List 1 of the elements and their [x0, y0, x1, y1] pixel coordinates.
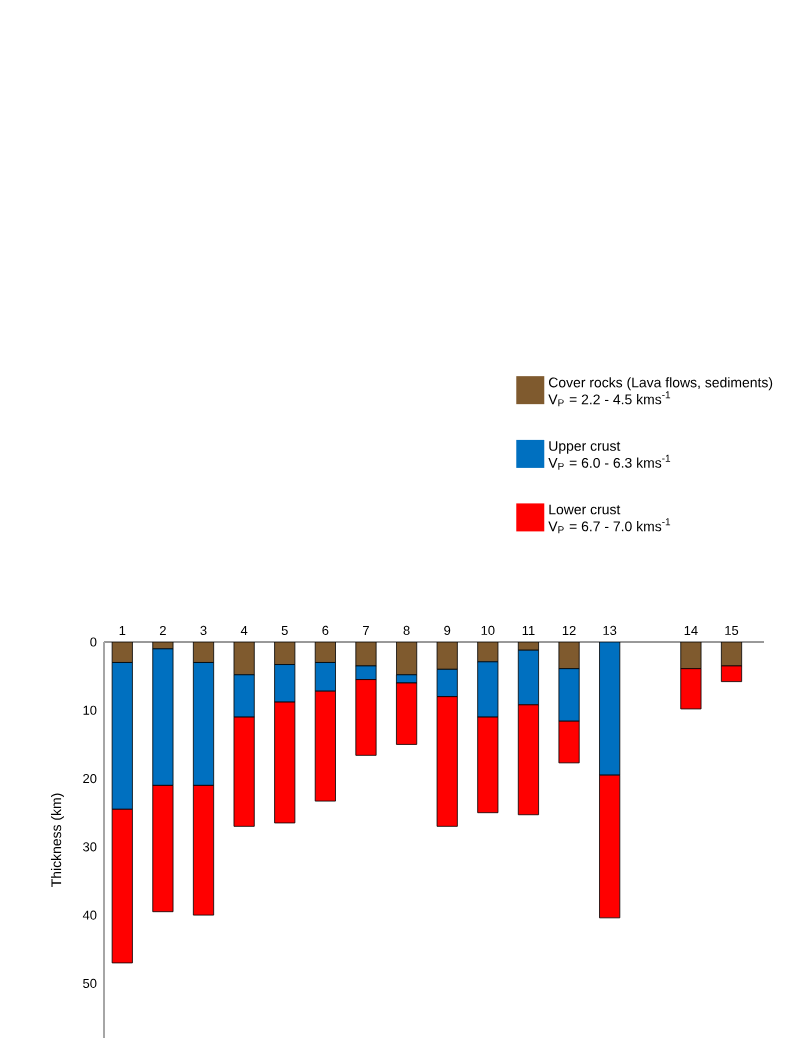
- bar: [396, 682, 418, 745]
